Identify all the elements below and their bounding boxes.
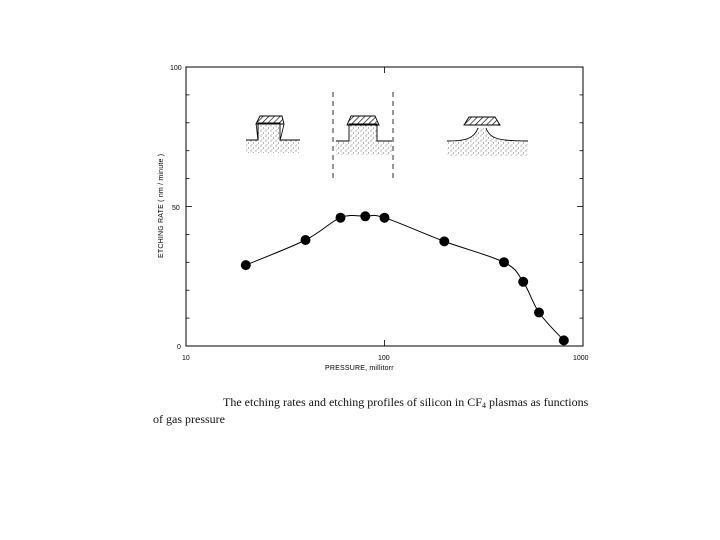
data-point xyxy=(300,235,311,245)
plot-frame xyxy=(185,66,584,347)
data-point xyxy=(439,236,450,247)
y-tick-labels: 100 50 0 xyxy=(170,65,182,351)
data-point xyxy=(499,257,509,268)
x-tick-label-10: 10 xyxy=(182,355,190,362)
caption-prefix: The etching rates and etching profiles o… xyxy=(223,395,482,409)
caption-suffix: plasmas as functions xyxy=(485,395,589,409)
profile-inset-undercut xyxy=(246,115,300,153)
x-tick-labels: 10 100 1000 xyxy=(182,355,589,362)
series-line xyxy=(245,214,565,341)
y-tick-label-0: 0 xyxy=(177,344,181,351)
caption-subscript: 4 xyxy=(481,401,486,410)
y-tick-label-100: 100 xyxy=(170,65,182,72)
data-point xyxy=(518,276,529,287)
profile-inset-vertical xyxy=(336,115,392,155)
data-point xyxy=(558,335,569,346)
figure-caption: The etching rates and etching profiles o… xyxy=(153,394,613,428)
data-points xyxy=(240,211,569,346)
data-point xyxy=(534,307,544,318)
x-tick-label-100: 100 xyxy=(378,355,390,362)
axis-ticks xyxy=(185,66,584,347)
data-point xyxy=(335,212,346,223)
data-point xyxy=(379,212,390,223)
profile-inset-tapered xyxy=(446,116,529,156)
data-point xyxy=(240,260,251,271)
x-tick-label-1000: 1000 xyxy=(573,355,589,362)
caption-line-2: of gas pressure xyxy=(153,412,225,426)
y-tick-label-50: 50 xyxy=(172,205,180,212)
x-axis-label: PRESSURE, millitorr xyxy=(325,365,394,372)
data-point xyxy=(360,211,371,222)
y-axis-label: ETCHING RATE ( nm / minute ) xyxy=(158,154,165,258)
caption-line-1: The etching rates and etching profiles o… xyxy=(153,394,613,411)
